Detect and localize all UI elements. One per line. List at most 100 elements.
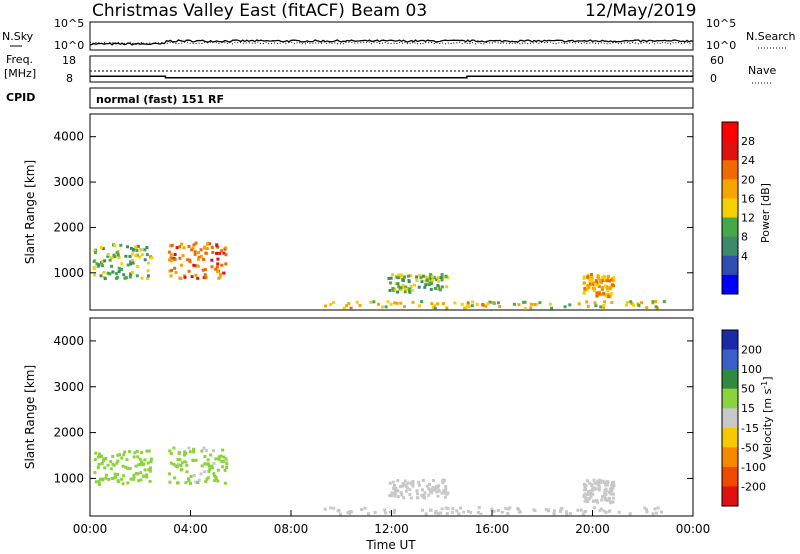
data-cell-4-84 <box>588 279 592 283</box>
data-cell-0-24 <box>123 450 127 454</box>
data-cell-2-4 <box>445 512 449 515</box>
data-cell-1-69 <box>219 454 223 458</box>
data-cell-0-28 <box>94 480 98 484</box>
data-cell-1-29 <box>170 244 174 247</box>
data-cell-0-5 <box>128 275 132 279</box>
data-cell-2-22 <box>462 510 466 514</box>
data-cell-2-10 <box>373 511 377 514</box>
data-cell-4-59 <box>607 490 611 494</box>
data-cell-3-66 <box>431 488 434 492</box>
data-cell-1-28 <box>214 457 218 461</box>
data-cell-0-19 <box>150 256 154 260</box>
data-cell-0-61 <box>130 271 134 274</box>
data-cell-0-50 <box>102 459 105 463</box>
data-cell-3-63 <box>411 479 415 483</box>
data-cell-4-80 <box>593 287 597 291</box>
nsky-label: N.Sky <box>2 30 34 43</box>
data-cell-2-76 <box>602 304 606 307</box>
colorbar-swatch-2 <box>722 160 738 180</box>
freq-label-1: Freq. <box>6 53 33 66</box>
data-cell-0-42 <box>113 244 117 248</box>
data-cell-4-23 <box>586 273 590 277</box>
data-cell-0-2 <box>143 458 147 462</box>
data-cell-0-23 <box>97 480 101 484</box>
data-cell-2-62 <box>577 302 581 306</box>
data-cell-4-23 <box>611 486 615 490</box>
nsky-tick-bottom: 10^0 <box>54 39 84 52</box>
velocity-colorbar-label-main: Velocity [m s <box>761 388 774 459</box>
data-cell-4-28 <box>596 274 600 278</box>
data-cell-2-19 <box>500 510 504 514</box>
data-cell-0-5 <box>136 455 140 459</box>
data-cell-2-6 <box>346 511 350 514</box>
data-cell-4-82 <box>591 492 595 496</box>
data-cell-3-44 <box>391 480 395 484</box>
data-cell-2-36 <box>492 509 496 513</box>
colorbar-swatch-2 <box>722 369 738 390</box>
data-cell-4-72 <box>606 295 610 298</box>
data-cell-4-57 <box>601 279 605 282</box>
data-cell-4-38 <box>589 282 592 286</box>
data-cell-2-22 <box>630 302 634 306</box>
data-cell-1-79 <box>182 246 186 250</box>
data-cell-4-67 <box>582 495 586 498</box>
data-cell-2-89 <box>469 510 473 514</box>
data-cell-0-58 <box>95 262 99 266</box>
data-cell-1-4 <box>192 474 196 477</box>
data-cell-0-17 <box>115 461 119 465</box>
data-cell-2-44 <box>629 300 633 304</box>
data-cell-0-82 <box>148 469 152 473</box>
data-cell-1-87 <box>172 462 176 466</box>
data-cell-3-76 <box>395 276 399 280</box>
data-cell-1-71 <box>169 253 173 257</box>
data-cell-3-75 <box>441 481 445 485</box>
data-cell-0-79 <box>121 482 125 486</box>
data-cell-3-19 <box>442 489 446 493</box>
data-cell-3-74 <box>408 488 412 492</box>
data-cell-1-50 <box>194 241 198 245</box>
data-cell-0-51 <box>131 258 135 262</box>
data-cell-4-73 <box>603 480 607 484</box>
data-cell-2-74 <box>586 304 590 308</box>
data-cell-1-2 <box>172 446 176 450</box>
data-cell-1-46 <box>218 251 222 255</box>
data-cell-3-70 <box>434 286 437 290</box>
data-cell-1-42 <box>223 468 227 472</box>
data-cell-0-36 <box>113 255 117 259</box>
data-cell-0-78 <box>124 465 128 469</box>
data-cell-0-52 <box>145 246 149 250</box>
data-cell-3-30 <box>396 282 400 286</box>
data-cell-3-55 <box>399 491 403 494</box>
data-cell-1-85 <box>196 264 200 268</box>
data-cell-1-1 <box>185 463 189 467</box>
freq-tick-bottom: 8 <box>66 72 73 85</box>
data-cell-2-42 <box>455 509 459 513</box>
data-cell-4-88 <box>598 478 602 482</box>
data-cell-1-56 <box>217 457 221 461</box>
data-cell-2-68 <box>484 304 488 308</box>
data-cell-4-46 <box>598 485 602 489</box>
data-cell-3-65 <box>437 279 440 283</box>
data-cell-1-55 <box>203 455 207 458</box>
data-cell-3-35 <box>410 482 414 486</box>
data-cell-4-43 <box>599 481 603 485</box>
data-cell-4-79 <box>609 278 613 282</box>
data-cell-1-64 <box>202 257 206 261</box>
data-cell-2-74 <box>604 510 608 514</box>
nsky-panel: N.Sky 10^5 10^0 10^5 10^0 N.Search <box>2 17 796 52</box>
data-cell-0-31 <box>134 247 138 251</box>
data-cell-4-9 <box>598 278 602 282</box>
data-cell-3-88 <box>421 478 425 482</box>
data-cell-2-63 <box>552 512 556 516</box>
data-cell-3-81 <box>437 484 441 488</box>
data-cell-0-1 <box>97 452 101 456</box>
data-cell-1-88 <box>219 272 223 276</box>
data-cell-3-79 <box>437 489 441 493</box>
data-cell-0-83 <box>123 276 127 280</box>
data-cell-1-8 <box>197 255 201 259</box>
data-cell-2-10 <box>358 303 362 307</box>
data-cell-3-80 <box>440 278 444 282</box>
data-cell-0-59 <box>99 454 103 458</box>
data-cell-0-8 <box>98 477 102 481</box>
data-cell-0-40 <box>126 263 130 267</box>
